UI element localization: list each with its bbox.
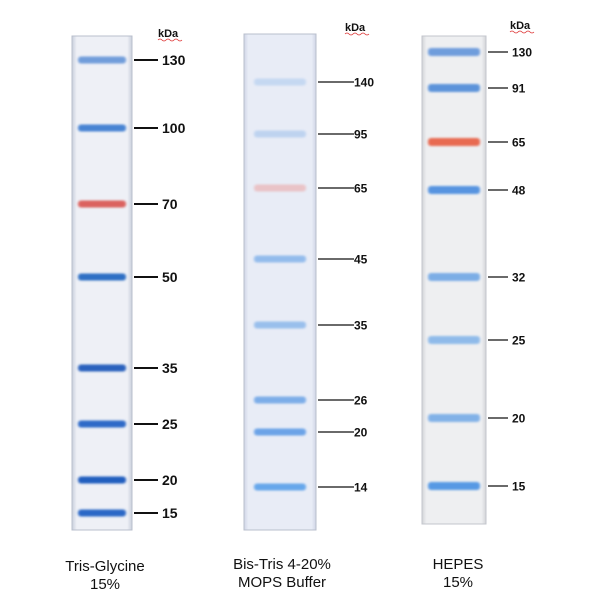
protein-band	[254, 130, 306, 138]
protein-band	[78, 273, 126, 281]
mw-label: 25	[162, 416, 178, 432]
gel-lane	[243, 33, 317, 531]
gel-caption-bis-tris: Bis-Tris 4-20% MOPS Buffer	[202, 556, 362, 592]
mw-label: 100	[162, 120, 186, 136]
mw-label: 26	[354, 393, 368, 407]
protein-band	[254, 78, 306, 86]
protein-band	[428, 48, 480, 56]
mw-label: 65	[354, 181, 368, 195]
protein-band	[428, 186, 480, 194]
caption-line: Bis-Tris 4-20%	[233, 556, 331, 573]
gel-caption-tris-glycine: Tris-Glycine 15%	[25, 558, 185, 594]
mw-label: 14	[354, 480, 368, 494]
mw-label: 20	[512, 411, 526, 425]
mw-label: 95	[354, 127, 368, 141]
mw-label: 20	[354, 425, 368, 439]
caption-line: MOPS Buffer	[237, 574, 327, 591]
protein-band	[254, 321, 306, 329]
mw-label: 91	[512, 81, 526, 95]
gel-hepes: kDa 130 91 65 48 32 25 20 15	[421, 20, 535, 525]
kda-underline	[509, 30, 535, 34]
kda-underline	[344, 32, 370, 36]
gel-bis-tris: kDa 140 95 65 45 35 26 20 14	[243, 22, 374, 531]
mw-label: 20	[162, 472, 178, 488]
protein-band	[254, 184, 306, 192]
caption-line: Tris-Glycine	[65, 558, 145, 575]
protein-band	[254, 483, 306, 491]
kda-unit-label: kDa	[510, 20, 531, 32]
gel-caption-hepes: HEPES 15%	[378, 556, 538, 592]
mw-label: 130	[512, 45, 532, 59]
protein-band	[78, 124, 126, 132]
gel-tris-glycine: kDa 130 100 70 50 35 25 20 15	[71, 28, 186, 531]
protein-band	[428, 482, 480, 490]
mw-label: 35	[354, 318, 368, 332]
mw-label: 15	[512, 479, 526, 493]
mw-label: 140	[354, 75, 374, 89]
protein-band	[78, 509, 126, 517]
protein-band	[78, 364, 126, 372]
mw-label: 35	[162, 360, 178, 376]
caption-line: HEPES	[432, 556, 484, 573]
protein-band	[428, 273, 480, 281]
mw-label: 48	[512, 183, 526, 197]
gel-lane	[71, 35, 133, 531]
protein-band	[254, 255, 306, 263]
kda-unit-label: kDa	[345, 22, 366, 34]
caption-line: 15%	[89, 576, 121, 593]
protein-band	[78, 476, 126, 484]
mw-label: 32	[512, 270, 526, 284]
protein-band	[254, 428, 306, 436]
protein-band	[78, 56, 126, 64]
protein-band	[428, 414, 480, 422]
protein-band	[78, 420, 126, 428]
mw-label: 15	[162, 505, 178, 521]
protein-band	[78, 200, 126, 208]
protein-band	[254, 396, 306, 404]
caption-line: 15%	[442, 574, 474, 591]
protein-band	[428, 138, 480, 146]
protein-band	[428, 84, 480, 92]
mw-label: 45	[354, 252, 368, 266]
mw-label: 130	[162, 52, 186, 68]
kda-underline	[157, 38, 183, 42]
mw-label: 65	[512, 135, 526, 149]
mw-label: 25	[512, 333, 526, 347]
protein-band	[428, 336, 480, 344]
kda-unit-label: kDa	[158, 28, 179, 40]
mw-label: 50	[162, 269, 178, 285]
mw-label: 70	[162, 196, 178, 212]
